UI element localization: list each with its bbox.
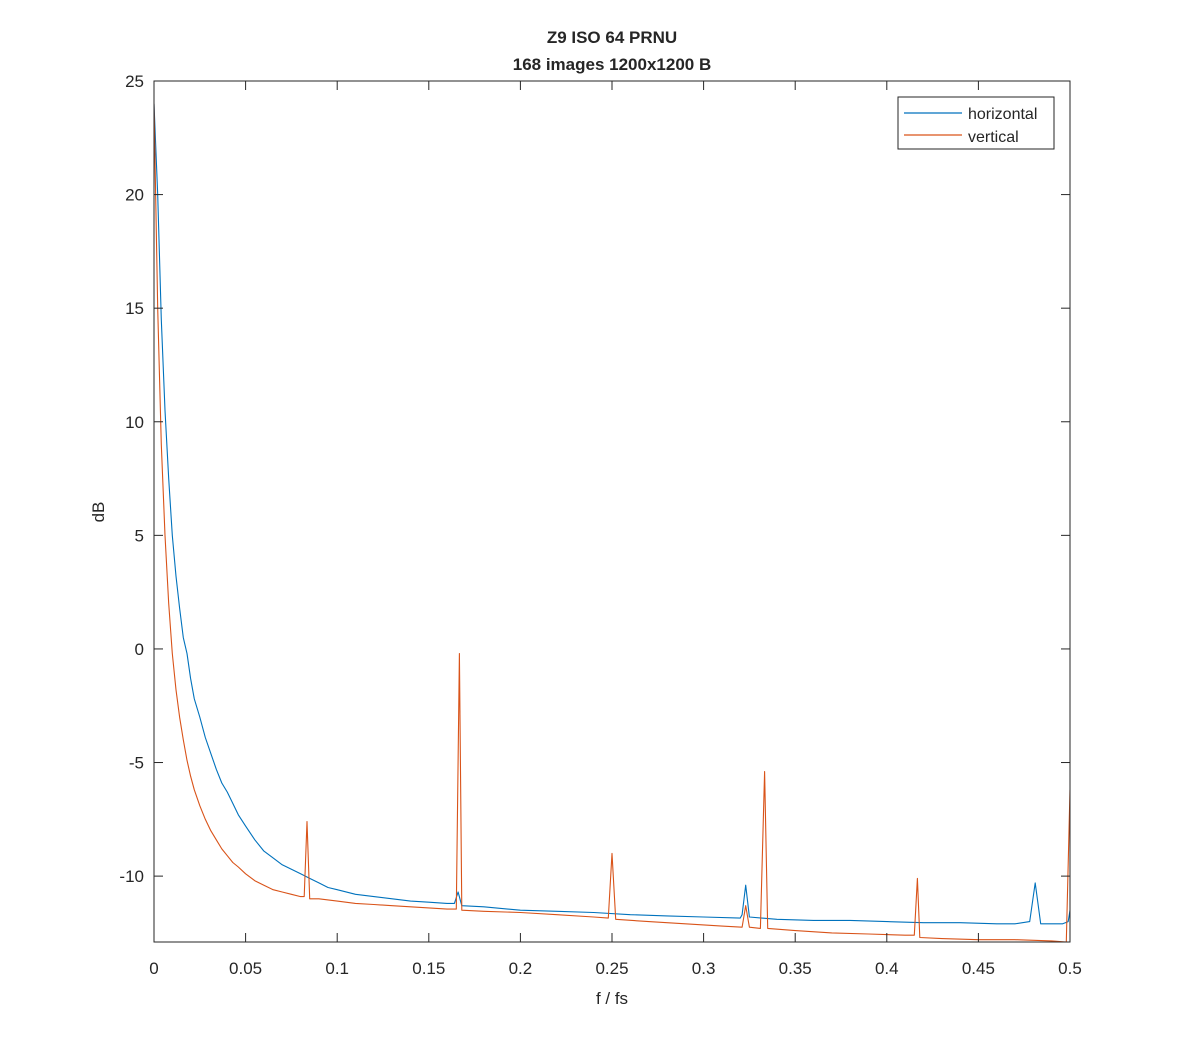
y-axis-label: dB [89, 502, 108, 523]
series-line-vertical [154, 103, 1070, 942]
x-tick-label: 0 [149, 959, 158, 978]
y-tick-label: 0 [135, 640, 144, 659]
x-tick-label: 0.5 [1058, 959, 1082, 978]
plot-series [154, 103, 1070, 942]
y-tick-label: 15 [125, 299, 144, 318]
x-tick-label: 0.45 [962, 959, 995, 978]
series-line-horizontal [154, 103, 1070, 925]
legend-label-horizontal: horizontal [968, 106, 1037, 123]
y-tick-label: 10 [125, 413, 144, 432]
axis-ticks: 0 0.05 0.1 0.15 0.2 0.25 0.3 0.35 0.4 0.45 0.5 -10 -… [119, 72, 1081, 978]
x-tick-label: 0.3 [692, 959, 716, 978]
x-tick-label: 0.4 [875, 959, 899, 978]
x-tick-label: 0.2 [509, 959, 533, 978]
legend-box [897, 96, 1055, 150]
x-tick-label: 0.25 [595, 959, 628, 978]
chart-title: Z9 ISO 64 PRNU [547, 28, 677, 47]
y-tick-label: -10 [119, 867, 144, 886]
chart-subtitle: 168 images 1200x1200 B [513, 55, 712, 74]
x-tick-label: 0.35 [779, 959, 812, 978]
x-tick-label: 0.05 [229, 959, 262, 978]
y-tick-label: 5 [135, 526, 144, 545]
y-tick-label: 25 [125, 72, 144, 91]
x-tick-label: 0.15 [412, 959, 445, 978]
plot-frame [153, 80, 1071, 943]
x-tick-label: 0.1 [325, 959, 349, 978]
y-tick-label: 20 [125, 186, 144, 205]
y-tick-label: -5 [129, 754, 144, 773]
x-axis-label: f / fs [596, 989, 628, 1008]
legend: horizontal vertical [897, 96, 1055, 150]
legend-label-vertical: vertical [968, 129, 1019, 146]
